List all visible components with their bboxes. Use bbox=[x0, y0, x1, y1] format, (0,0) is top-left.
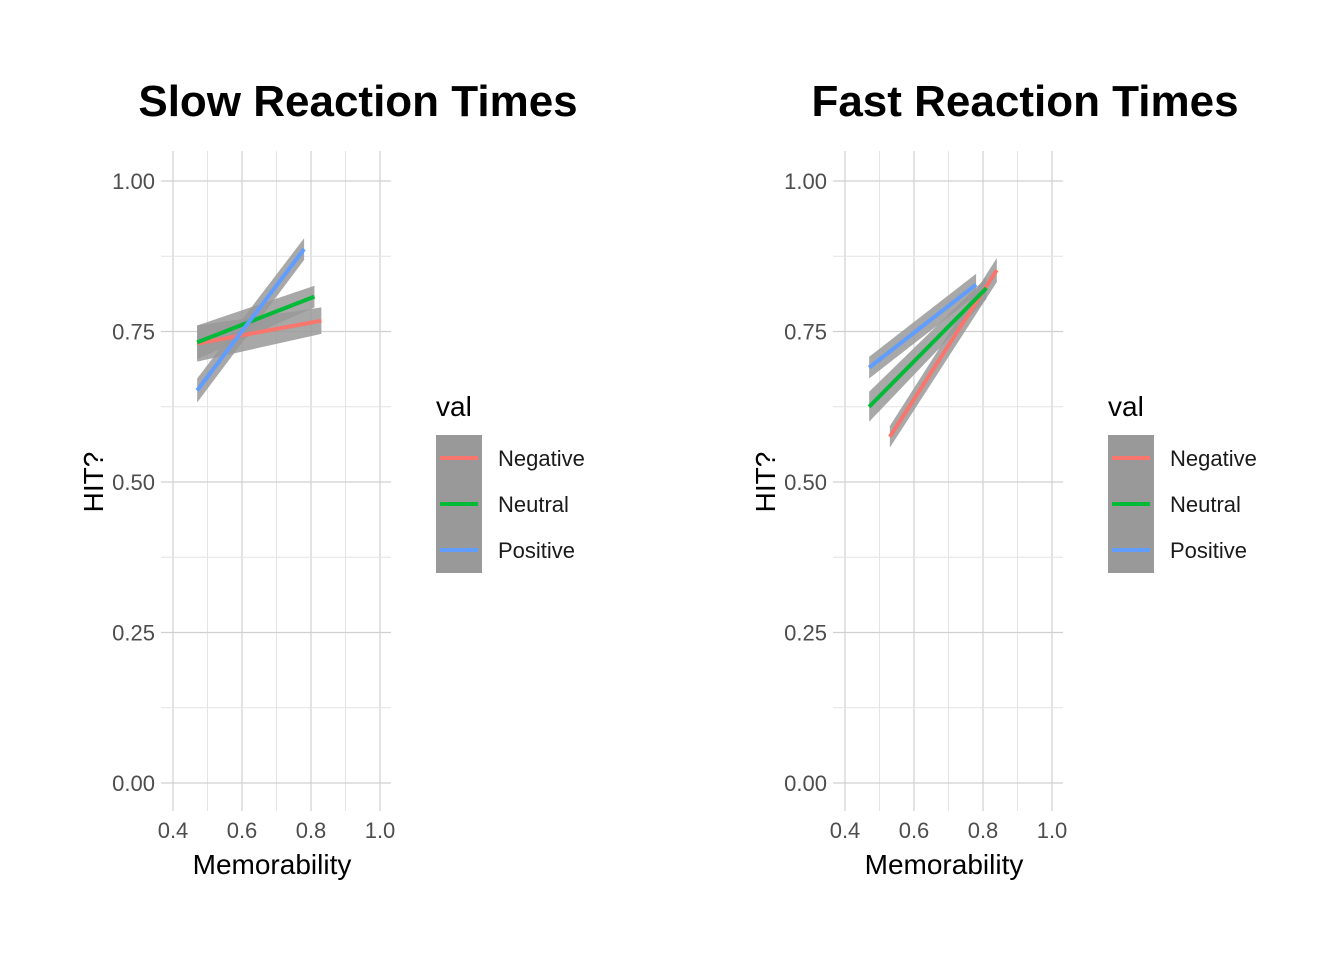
legend-items: Negative Neutral Positive bbox=[1112, 446, 1257, 563]
x-tick-label: 0.4 bbox=[830, 818, 861, 843]
x-axis-title: Memorability bbox=[865, 849, 1024, 880]
x-tick-label: 0.8 bbox=[296, 818, 327, 843]
legend-title: val bbox=[436, 391, 472, 422]
y-axis-title: HIT? bbox=[78, 452, 109, 513]
y-tick-label: 0.75 bbox=[112, 320, 155, 345]
y-tick-label: 0.00 bbox=[112, 771, 155, 796]
chart-title: Fast Reaction Times bbox=[811, 77, 1238, 126]
y-tick-label: 0.25 bbox=[112, 621, 155, 646]
legend-label-negative: Negative bbox=[1170, 446, 1257, 471]
series-line-positive bbox=[195, 247, 306, 392]
ci-bands bbox=[197, 238, 322, 403]
legend-label-positive: Positive bbox=[498, 538, 575, 563]
series-line-neutral bbox=[867, 286, 988, 409]
x-tick-label: 1.0 bbox=[1037, 818, 1068, 843]
y-tick-labels: 0.00 0.25 0.50 0.75 1.00 bbox=[112, 169, 155, 796]
legend-label-neutral: Neutral bbox=[498, 492, 569, 517]
x-tick-labels: 0.4 0.6 0.8 1.0 bbox=[158, 818, 396, 843]
x-tick-label: 0.4 bbox=[158, 818, 189, 843]
x-axis-title: Memorability bbox=[193, 849, 352, 880]
y-tick-label: 0.50 bbox=[784, 470, 827, 495]
y-tick-label: 0.75 bbox=[784, 320, 827, 345]
chart-panel-fast: Fast Reaction Times 0.000.250.500.751.00… bbox=[750, 77, 1257, 880]
x-tick-label: 0.6 bbox=[227, 818, 258, 843]
y-tick-label: 1.00 bbox=[112, 169, 155, 194]
chart-title: Slow Reaction Times bbox=[138, 77, 577, 126]
y-tick-label: 1.00 bbox=[784, 169, 827, 194]
legend: val Negative Neutral Positive bbox=[1108, 391, 1257, 573]
y-tick-label: 0.00 bbox=[784, 771, 827, 796]
legend-title: val bbox=[1108, 391, 1144, 422]
series-line-positive bbox=[867, 282, 978, 370]
y-tick-labels: 0.00 0.25 0.50 0.75 1.00 bbox=[784, 169, 827, 796]
legend-label-neutral: Neutral bbox=[1170, 492, 1241, 517]
grid bbox=[161, 151, 391, 811]
series-lines bbox=[195, 247, 322, 392]
x-tick-label: 0.6 bbox=[899, 818, 930, 843]
legend-items: Negative Neutral Positive bbox=[440, 446, 585, 563]
series-line-negative bbox=[196, 318, 322, 346]
series-line-neutral bbox=[196, 294, 316, 345]
legend: val Negative Neutral Positive bbox=[436, 391, 585, 573]
legend-label-positive: Positive bbox=[1170, 538, 1247, 563]
y-axis-title: HIT? bbox=[750, 452, 781, 513]
y-tick-label: 0.50 bbox=[112, 470, 155, 495]
y-tick-label: 0.25 bbox=[784, 621, 827, 646]
legend-label-negative: Negative bbox=[498, 446, 585, 471]
x-tick-labels: 0.4 0.6 0.8 1.0 bbox=[830, 818, 1068, 843]
grid bbox=[833, 151, 1063, 811]
chart-panel-slow: Slow Reaction Times 0.000.250.500.751.00… bbox=[78, 77, 585, 880]
series-lines bbox=[867, 269, 999, 438]
x-tick-label: 1.0 bbox=[365, 818, 396, 843]
x-tick-label: 0.8 bbox=[968, 818, 999, 843]
